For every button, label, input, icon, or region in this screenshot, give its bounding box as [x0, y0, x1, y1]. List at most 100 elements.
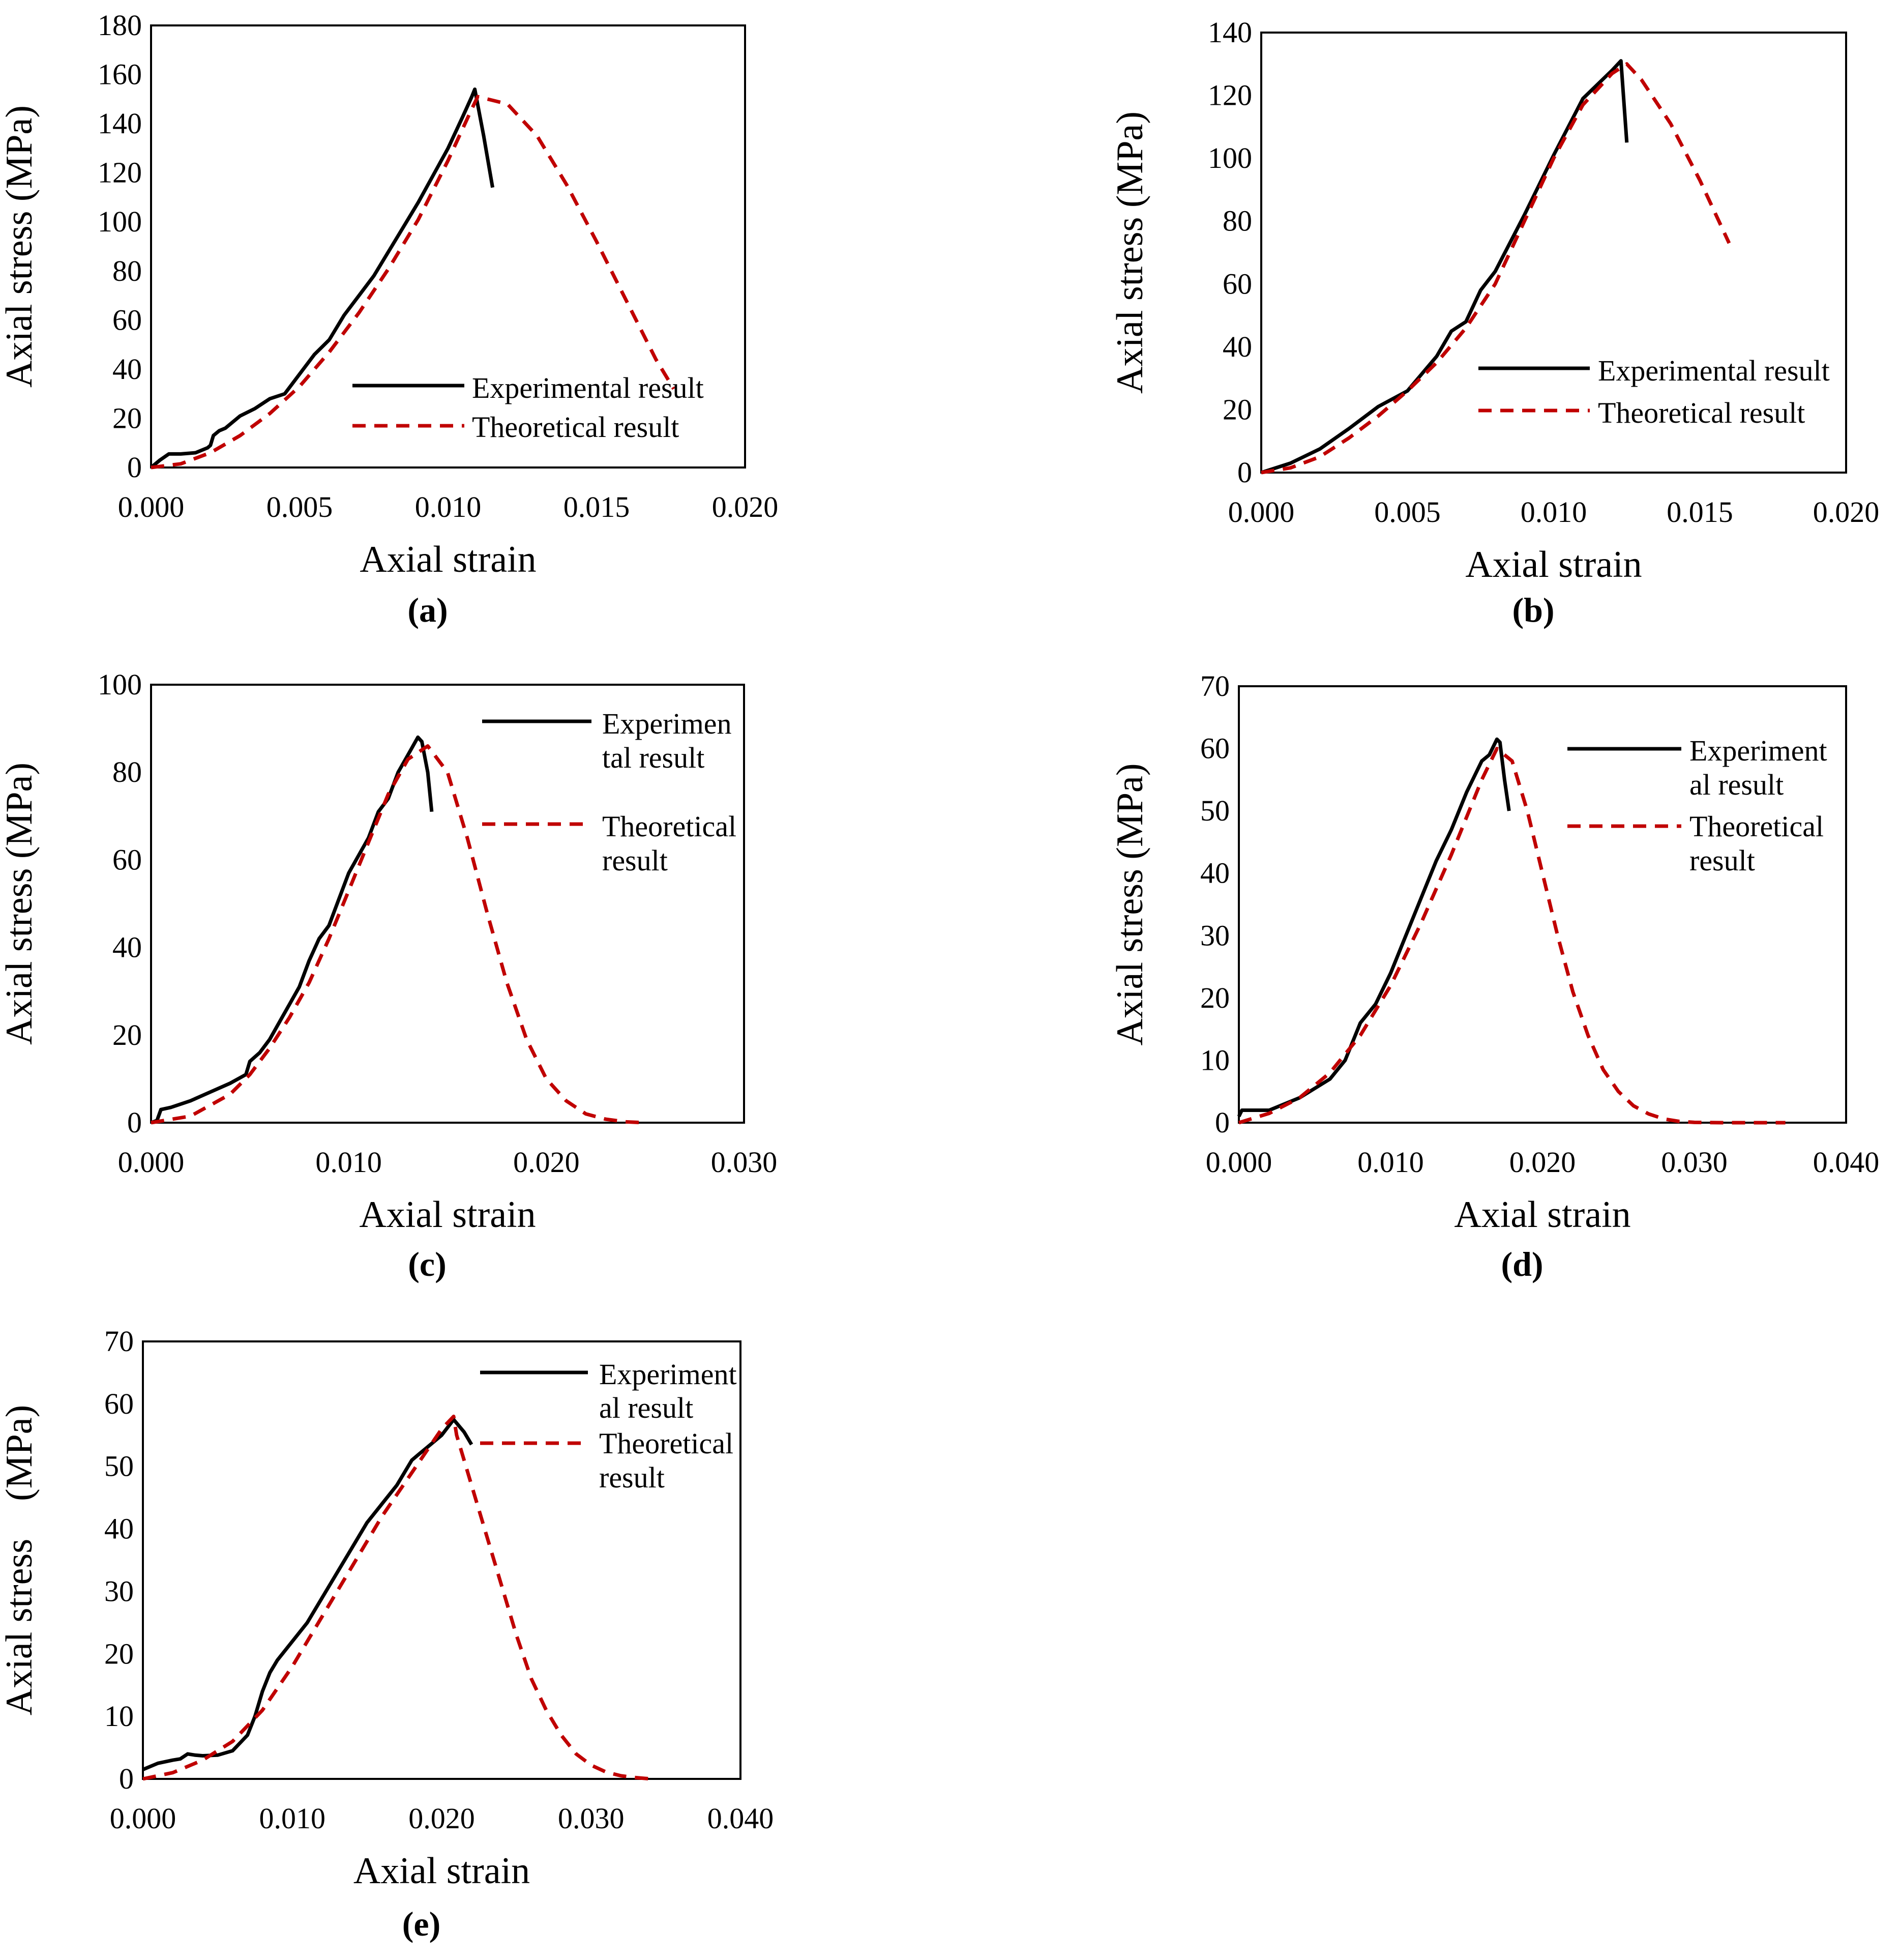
y-tick-label: 50	[1200, 794, 1230, 827]
chart-panel: 0 10 20 30 40 50 60 70 0.000 0.010 0.020 0.030 0.040…	[1109, 669, 1879, 1283]
chart-panel: 0 20 40 60 80 100 120 140 160 180 0.000 0.005 0.010 0…	[0, 9, 778, 629]
x-tick-label: 0.010	[259, 1802, 326, 1835]
y-tick-label: 20	[1200, 981, 1230, 1014]
y-tick-label: 0	[1215, 1106, 1230, 1139]
x-tick-label: 0.005	[1374, 495, 1441, 529]
legend-label: Theoretical	[599, 1427, 733, 1460]
panel-caption: (c)	[408, 1245, 446, 1283]
x-tick-label: 0.015	[1667, 495, 1733, 529]
y-tick-label: 30	[104, 1574, 134, 1607]
x-tick-label: 0.040	[707, 1802, 774, 1835]
x-tick-label: 0.000	[118, 490, 185, 523]
x-tick-label: 0.010	[315, 1146, 382, 1179]
y-tick-label: 100	[98, 205, 142, 238]
experimental-series-line	[150, 87, 495, 469]
plot-frame	[142, 1340, 741, 1780]
theoretical-series-line	[142, 1414, 651, 1781]
y-tick-label: 0	[119, 1762, 134, 1795]
x-tick-label: 0.000	[118, 1146, 185, 1179]
x-tick-label: 0.030	[558, 1802, 625, 1835]
y-tick-label: 0	[127, 451, 142, 484]
y-tick-label: 60	[104, 1387, 134, 1420]
y-tick-label: 40	[1200, 857, 1230, 890]
legend-label: Theoretical result	[1598, 396, 1805, 429]
y-axis-title: Axial stress (MPa)	[1109, 764, 1151, 1046]
x-tick-label: 0.020	[1813, 495, 1880, 529]
legend-label: Experiment	[1689, 734, 1827, 767]
plot-frame	[150, 24, 746, 469]
x-tick-label: 0.020	[513, 1146, 580, 1179]
legend-label: Experimental result	[472, 371, 704, 404]
x-axis-title: Axial strain	[359, 1194, 536, 1236]
x-axis-title: Axial strain	[1454, 1194, 1630, 1236]
theoretical-series-line	[1238, 747, 1786, 1125]
y-tick-label: 0	[127, 1106, 142, 1139]
y-tick-label: 60	[1223, 267, 1252, 300]
y-tick-label: 80	[112, 254, 142, 287]
y-tick-label: 60	[112, 303, 142, 336]
x-tick-label: 0.030	[711, 1146, 778, 1179]
x-tick-label: 0.010	[1521, 495, 1587, 529]
chart-panel: 0 20 40 60 80 100 120 140 0.000 0.005 0.010 0.015 0.…	[1109, 16, 1879, 629]
x-tick-label: 0.010	[1357, 1146, 1424, 1179]
x-tick-label: 0.020	[408, 1802, 475, 1835]
legend-label: result	[602, 844, 668, 877]
y-axis-title: Axial stress (MPa)	[0, 763, 40, 1045]
y-tick-label: 120	[1208, 79, 1252, 112]
y-tick-label: 20	[1223, 393, 1252, 426]
theoretical-series-line	[1261, 62, 1731, 475]
y-tick-label: 70	[1200, 669, 1230, 703]
x-tick-label: 0.000	[110, 1802, 176, 1835]
y-tick-label: 140	[98, 107, 142, 140]
x-tick-label: 0.000	[1228, 495, 1295, 529]
y-tick-label: 20	[112, 1018, 142, 1051]
experimental-series-line	[142, 1418, 473, 1771]
y-tick-label: 40	[104, 1512, 134, 1545]
legend-label: tal result	[602, 741, 704, 774]
x-axis-title: Axial strain	[360, 539, 536, 580]
y-tick-label: 160	[98, 58, 142, 91]
x-tick-label: 0.020	[712, 490, 779, 523]
legend-label: Experimental result	[1598, 354, 1830, 387]
experimental-series-line	[1260, 59, 1629, 475]
y-tick-label: 30	[1200, 919, 1230, 952]
panel-caption: (a)	[407, 591, 448, 629]
legend-label: al result	[1689, 768, 1784, 801]
y-tick-label: 10	[104, 1700, 134, 1733]
y-axis-title: Axial stress (MPa)	[0, 105, 40, 388]
legend-label: result	[599, 1461, 665, 1494]
y-tick-label: 0	[1237, 456, 1252, 489]
legend-label: result	[1689, 844, 1755, 877]
y-tick-label: 20	[112, 401, 142, 434]
legend-label: al result	[599, 1391, 693, 1424]
y-tick-label: 100	[98, 668, 142, 701]
y-tick-label: 120	[98, 156, 142, 189]
x-axis-title: Axial strain	[353, 1850, 530, 1892]
chart-panel: 0 10 20 30 40 50 60 70 0.000 0.010 0.020 0.030 0.040…	[0, 1325, 774, 1943]
y-tick-label: 40	[1223, 330, 1252, 363]
y-tick-label: 50	[104, 1450, 134, 1483]
experimental-series-line	[1237, 737, 1511, 1118]
theoretical-series-line	[151, 744, 645, 1125]
y-tick-label: 20	[104, 1637, 134, 1670]
y-tick-label: 70	[104, 1325, 134, 1358]
x-tick-label: 0.030	[1661, 1146, 1728, 1179]
y-axis-title: Axial stress (MPa)	[0, 1405, 40, 1715]
y-tick-label: 60	[1200, 732, 1230, 765]
y-tick-label: 10	[1200, 1043, 1230, 1076]
x-tick-label: 0.040	[1813, 1146, 1880, 1179]
legend-label: Theoretical	[1689, 810, 1824, 843]
y-axis-title: Axial stress (MPa)	[1109, 111, 1151, 394]
plot-frame	[1238, 685, 1847, 1124]
x-tick-label: 0.005	[266, 490, 333, 523]
legend-label: Experimen	[602, 707, 731, 740]
x-tick-label: 0.020	[1509, 1146, 1576, 1179]
legend-label: Theoretical result	[472, 411, 679, 444]
panel-caption: (b)	[1512, 591, 1554, 629]
legend-label: Theoretical	[602, 810, 736, 843]
panel-caption: (d)	[1501, 1245, 1543, 1283]
x-tick-label: 0.010	[415, 490, 482, 523]
y-tick-label: 80	[112, 755, 142, 788]
y-tick-label: 180	[98, 9, 142, 42]
